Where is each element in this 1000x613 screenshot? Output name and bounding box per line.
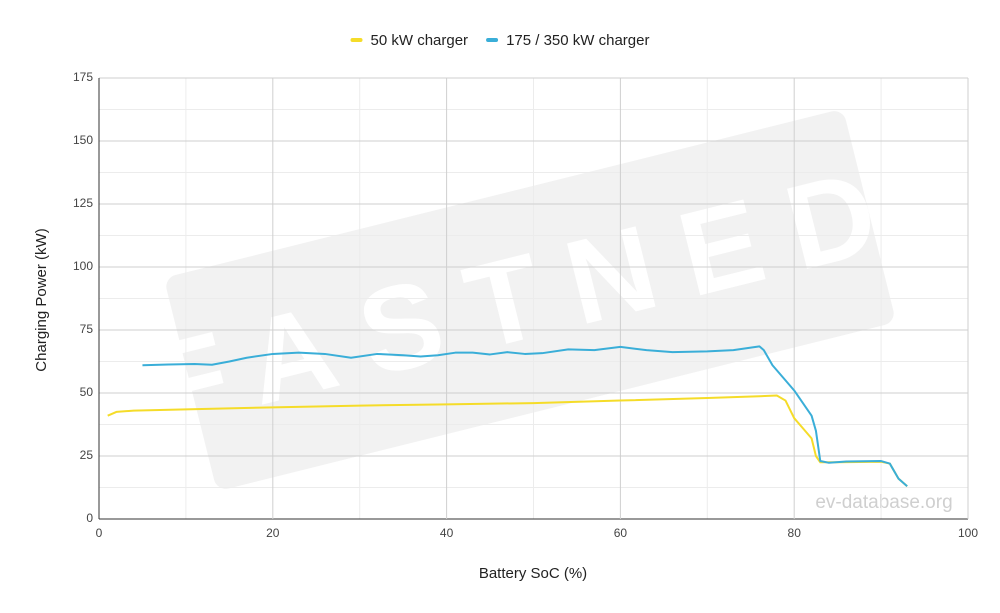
y-tick-label: 125	[73, 196, 93, 210]
x-tick-label: 0	[96, 526, 103, 540]
legend-swatch	[486, 38, 499, 42]
y-tick-label: 25	[80, 448, 94, 462]
watermark-box	[166, 111, 894, 489]
legend-text: 175 / 350 kW charger	[506, 32, 649, 49]
y-tick-label: 100	[73, 259, 93, 273]
x-axis-title: Battery SoC (%)	[479, 565, 587, 582]
legend-swatch	[350, 38, 363, 42]
x-tick-label: 20	[266, 526, 280, 540]
y-tick-label: 175	[73, 70, 93, 84]
source-label: ev-database.org	[815, 492, 952, 513]
y-tick-label: 0	[86, 511, 93, 525]
x-tick-label: 40	[440, 526, 454, 540]
legend-text: 50 kW charger	[371, 32, 469, 49]
y-tick-label: 50	[80, 385, 94, 399]
series-line	[142, 345, 908, 487]
x-tick-label: 80	[788, 526, 802, 540]
y-tick-label: 75	[80, 322, 94, 336]
watermark-group: FASTNED	[139, 111, 919, 489]
x-tick-label: 60	[614, 526, 628, 540]
legend: 50 kW charger 175 / 350 kW charger	[350, 32, 649, 49]
y-axis-title: Charging Power (kW)	[33, 228, 50, 371]
x-tick-label: 100	[958, 526, 978, 540]
y-tick-label: 150	[73, 133, 93, 147]
